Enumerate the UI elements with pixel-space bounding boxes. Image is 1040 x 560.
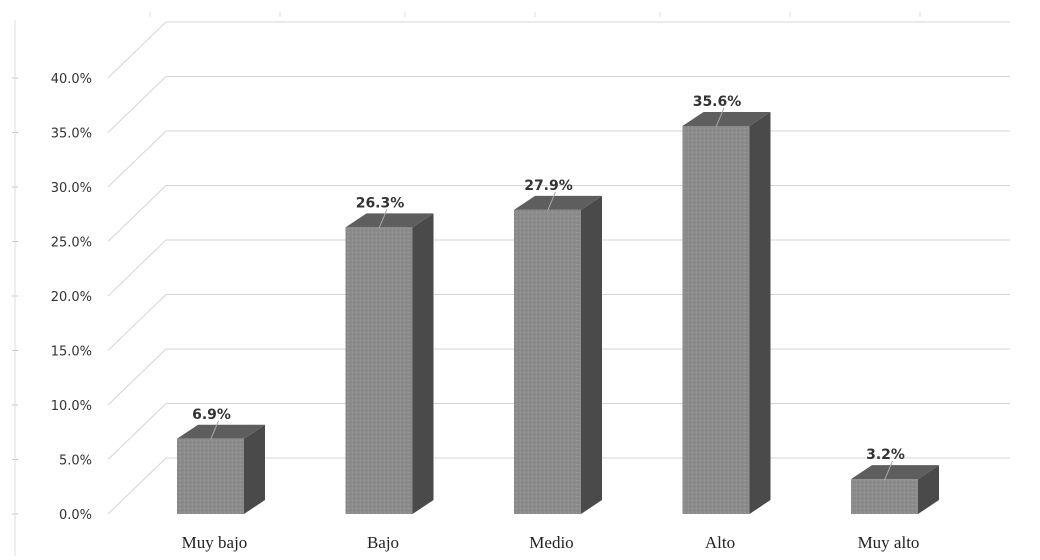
bar [514, 195, 602, 514]
x-tick-label: Muy bajo [182, 533, 248, 552]
x-tick-label: Muy alto [858, 533, 920, 552]
y-tick-label: 35.0% [51, 127, 92, 142]
data-label-leader [378, 209, 388, 229]
y-tick-label: 30.0% [51, 181, 92, 196]
gridline [107, 130, 1010, 188]
bar-side-face [244, 424, 265, 514]
bar-texture [514, 209, 581, 514]
data-label: 35.6% [693, 94, 742, 110]
bar-side-face [412, 213, 434, 514]
bars [177, 111, 939, 515]
bar-texture [851, 479, 918, 514]
data-label-leader [547, 191, 556, 212]
data-label: 6.9% [192, 407, 231, 423]
y-tick-label: 10.0% [51, 399, 92, 414]
bar-top-face [682, 111, 771, 126]
y-tick-label: 15.0% [51, 345, 92, 360]
x-tick-label: Bajo [367, 533, 399, 552]
y-tick-label: 40.0% [51, 72, 92, 87]
bar [682, 111, 771, 515]
x-tick-label: Medio [529, 533, 573, 552]
gridline [107, 76, 1010, 133]
y-tick-label: 25.0% [51, 236, 92, 251]
bar-top-face [177, 424, 265, 439]
gridline [107, 21, 1010, 79]
bar-texture [682, 125, 750, 515]
data-label: 3.2% [866, 447, 905, 463]
bar-side-face [918, 465, 939, 514]
bar-top-face [851, 465, 939, 480]
bar-top-face [514, 195, 602, 210]
bar [851, 465, 939, 514]
y-tick-label: 5.0% [59, 454, 92, 469]
gridline [107, 185, 1010, 242]
data-label-leader [210, 420, 219, 440]
data-label: 27.9% [524, 178, 573, 194]
x-tick-label: Alto [705, 533, 735, 552]
y-tick-label: 20.0% [51, 290, 92, 305]
data-label-leader [715, 107, 725, 128]
bar [345, 213, 434, 514]
labels: 6.9% Muy bajo 26.3% Bajo 27.9% Medio 35.6% Alto… [182, 94, 920, 552]
bar-texture [177, 438, 244, 514]
bar-side-face [581, 195, 602, 514]
y-tick-label: 0.0% [59, 508, 92, 523]
bar-side-face [749, 111, 771, 515]
data-label-leader [884, 460, 893, 481]
bar-top-face [345, 213, 434, 228]
data-label: 26.3% [356, 195, 405, 211]
y-axis: 0.0% 5.0% 10.0% 15.0% 20.0% 25.0% 30.0% 35.0% 40… [12, 12, 921, 556]
bar-texture [345, 227, 413, 514]
bar [177, 424, 265, 514]
